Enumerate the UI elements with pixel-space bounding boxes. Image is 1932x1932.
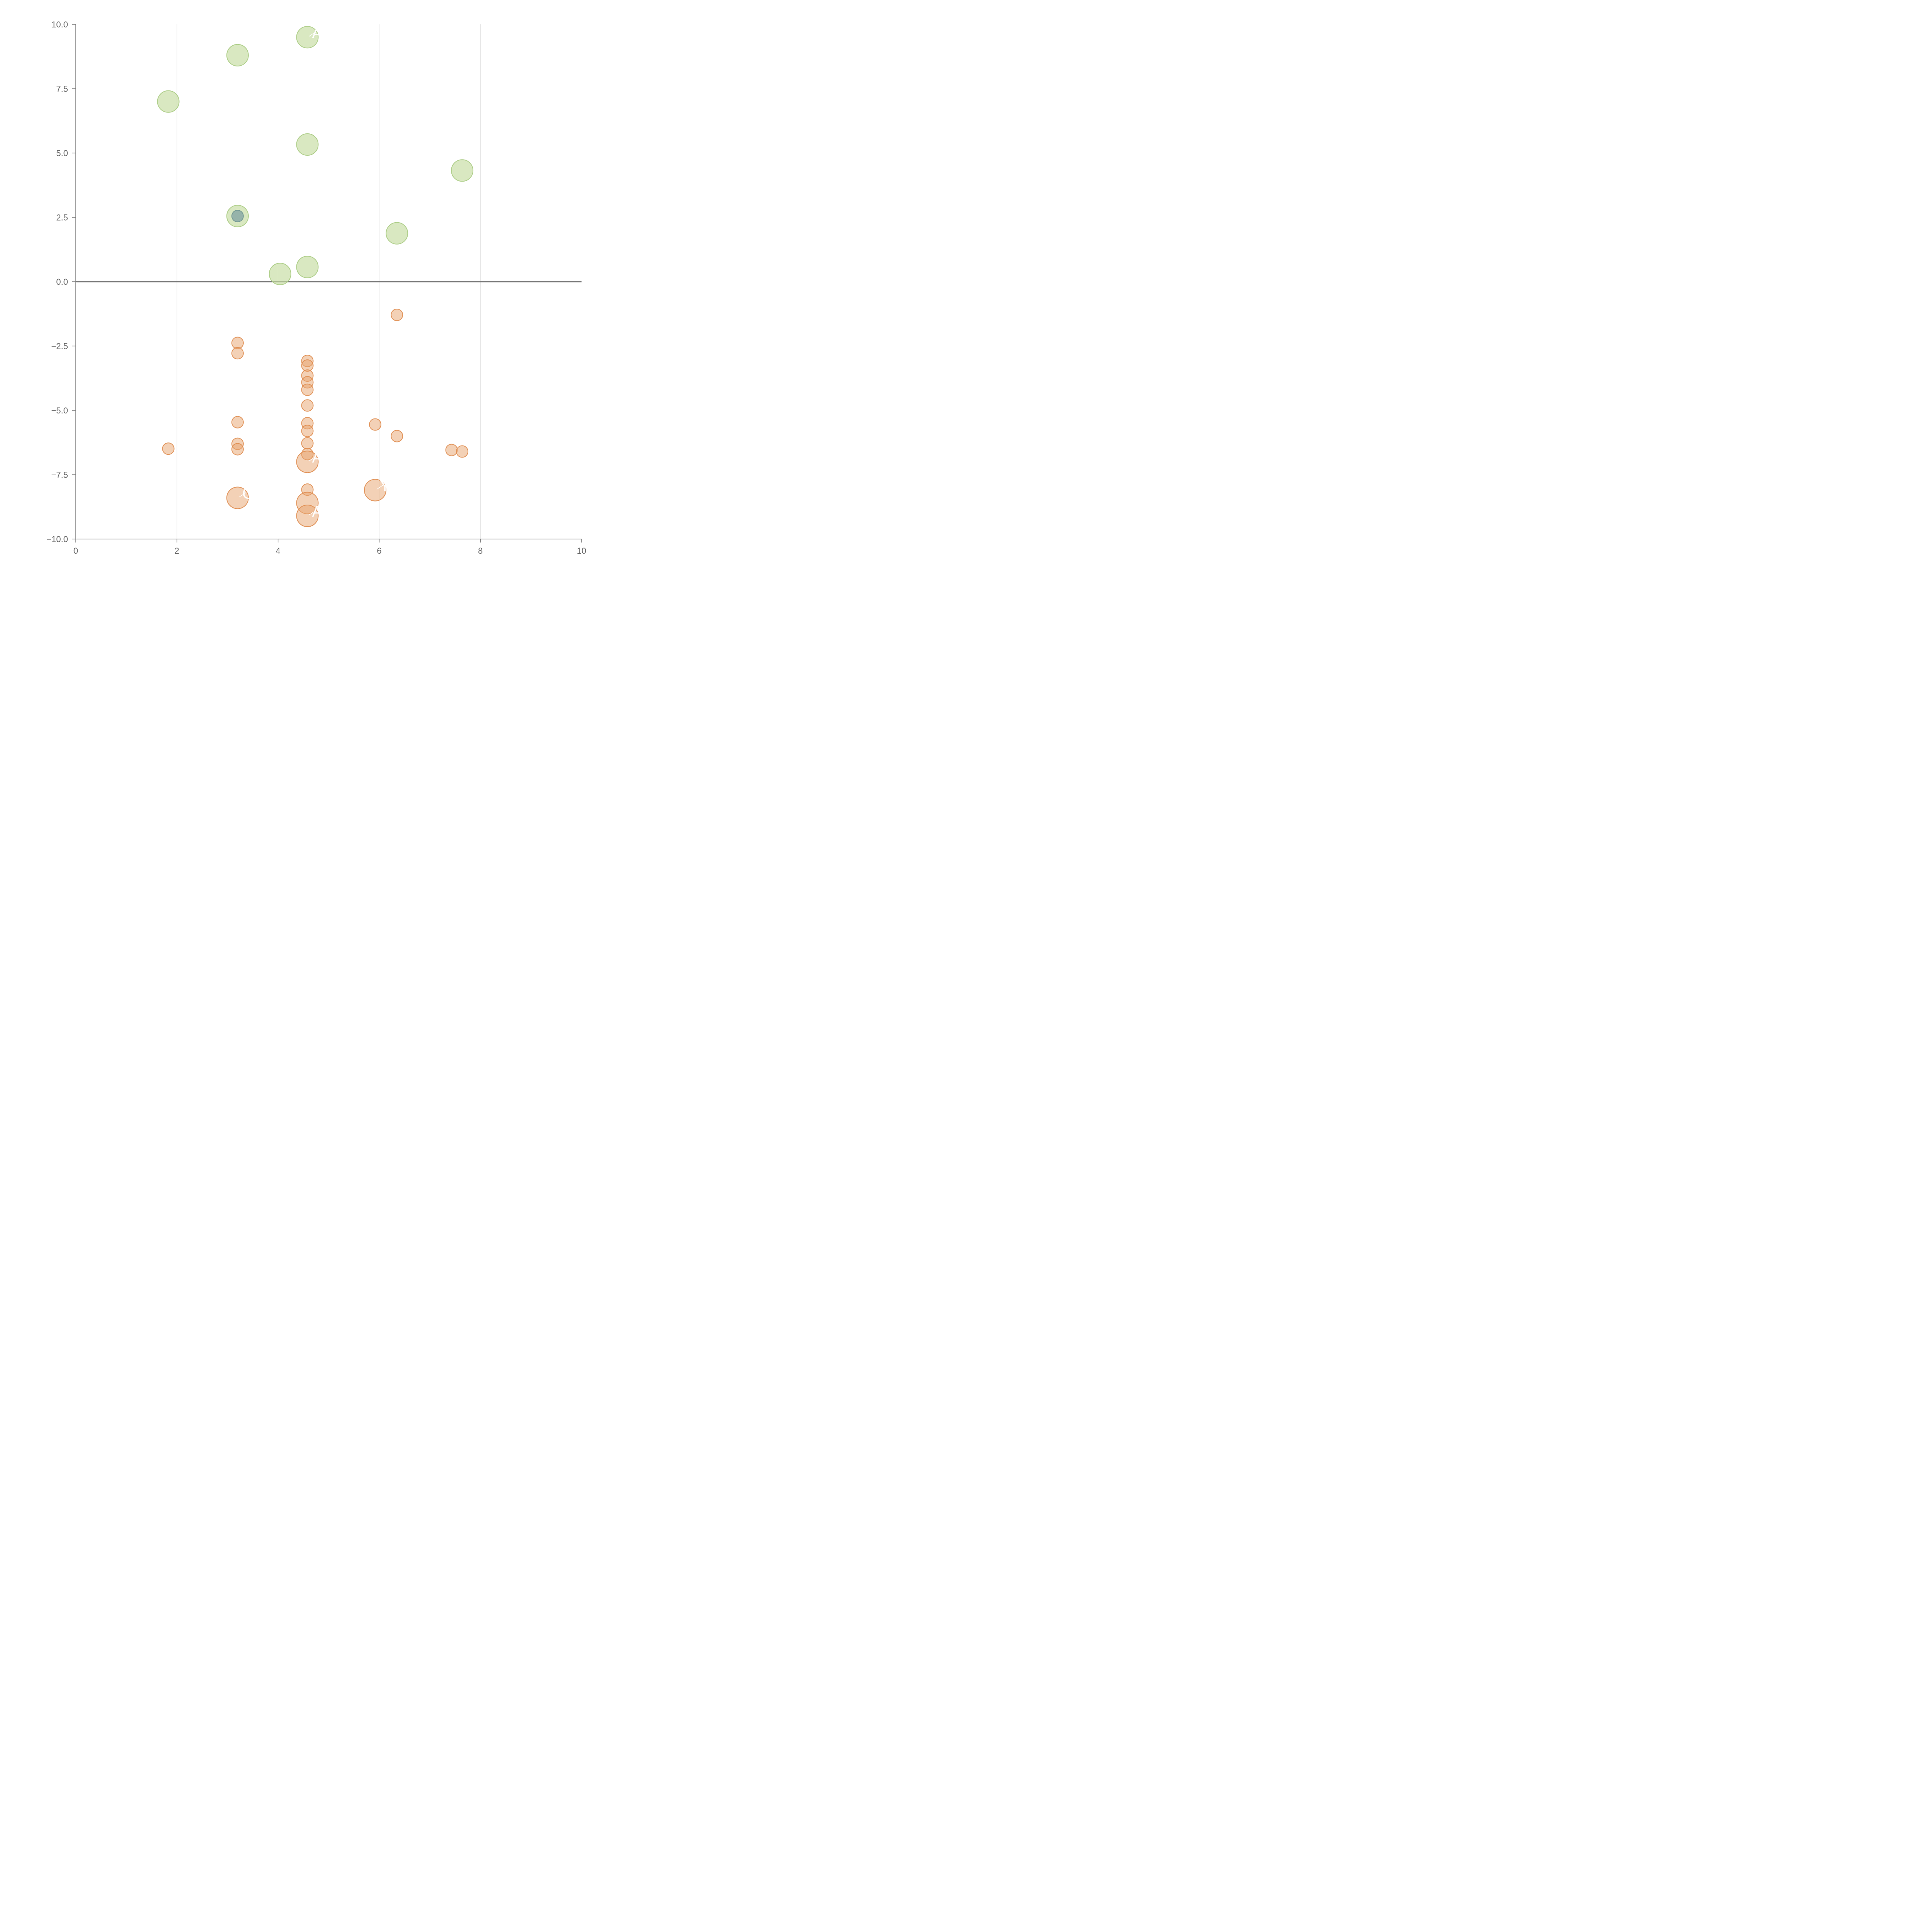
y-tick-label: 5.0 <box>56 148 68 158</box>
label-leader-line <box>376 484 384 490</box>
x-tick-label: 2 <box>175 546 179 556</box>
point-label: A <box>312 449 323 466</box>
point-label: A <box>312 24 323 41</box>
negative-data-point <box>231 443 244 456</box>
y-tick-label: −7.5 <box>51 470 68 480</box>
axes: 0 2 4 6 8 10 −10.0 −7.5 −5.0 −2.5 0.0 2.5 5.0 7.5 10.0 <box>46 20 586 556</box>
negative-data-point <box>162 442 175 455</box>
negative-data-point <box>301 437 314 450</box>
negative-data-point <box>231 347 244 360</box>
negative-data-point <box>301 399 314 412</box>
point-label: Y <box>380 477 390 494</box>
negative-data-point <box>231 337 244 349</box>
negative-data-point <box>456 445 469 458</box>
negative-data-point <box>445 444 458 456</box>
y-tick-label: 7.5 <box>56 84 68 94</box>
positive-data-point <box>451 159 474 182</box>
x-tick-label: 10 <box>577 546 586 556</box>
positive-data-point <box>269 263 291 286</box>
point-label: A <box>312 503 323 520</box>
y-tick-label: −5.0 <box>51 406 68 415</box>
positive-data-point <box>296 26 319 49</box>
y-tick-label: 0.0 <box>56 277 68 287</box>
positive-data-point <box>157 90 180 113</box>
negative-data-point <box>301 383 314 396</box>
data-points <box>157 26 474 527</box>
negative-data-point <box>364 479 386 502</box>
label-leader-line <box>309 456 316 461</box>
label-leader-line <box>309 31 316 37</box>
x-tick-label: 6 <box>377 546 381 556</box>
x-tick-label: 4 <box>276 546 280 556</box>
label-leader-line <box>239 492 247 498</box>
negative-data-point <box>301 425 314 437</box>
positive-data-point <box>296 256 319 279</box>
highlight-data-point <box>231 210 244 223</box>
point-labels: A A Y C A <box>239 24 390 520</box>
label-leader-line <box>309 510 316 515</box>
y-tick-label: 2.5 <box>56 213 68 223</box>
x-tick-label: 0 <box>73 546 78 556</box>
negative-data-point <box>226 486 249 509</box>
y-tick-label: 10.0 <box>51 20 68 29</box>
scatter-chart: 0 2 4 6 8 10 −10.0 −7.5 −5.0 −2.5 0.0 2.5 5.0 7.5 10.0… <box>46 20 586 556</box>
positive-data-point <box>386 222 408 245</box>
positive-data-point <box>226 44 249 66</box>
point-label: C <box>242 485 253 502</box>
negative-data-point <box>391 430 403 442</box>
negative-data-point <box>369 418 381 431</box>
negative-data-point <box>391 308 403 321</box>
negative-data-point <box>296 505 319 527</box>
y-tick-label: −10.0 <box>46 534 68 544</box>
negative-data-point <box>231 416 244 429</box>
x-tick-label: 8 <box>478 546 483 556</box>
negative-data-point <box>296 451 319 473</box>
y-tick-label: −2.5 <box>51 342 68 351</box>
positive-data-point <box>296 133 319 156</box>
